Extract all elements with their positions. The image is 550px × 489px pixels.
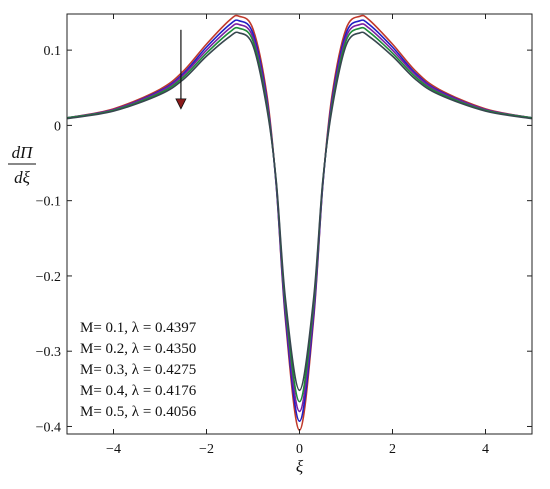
y-tick-label: −0.3 (36, 345, 61, 360)
legend-entry-4: M= 0.4, λ = 0.4176 (80, 383, 197, 399)
annotation-layer (175, 29, 187, 110)
x-axis-label: ξ (296, 457, 304, 476)
y-tick-label: 0 (54, 119, 61, 134)
x-tick-label: 4 (482, 442, 489, 457)
series-line-2 (66, 19, 533, 422)
series-line-3 (66, 23, 533, 413)
y-axis-label: dΠ dξ (8, 143, 36, 187)
legend-entry-3: M= 0.3, λ = 0.4275 (80, 362, 196, 378)
legend: M= 0.1, λ = 0.4397 M= 0.2, λ = 0.4350 M= 0… (80, 320, 197, 420)
x-tick-label: −4 (106, 442, 121, 457)
x-tick-label: −2 (199, 442, 214, 457)
series-line-5 (66, 31, 533, 392)
ticks-layer: −4 −2 0 2 4 0.1 0 −0.1 −0.2 −0.3 −0.4 (36, 14, 532, 457)
x-tick-label: 0 (296, 442, 303, 457)
y-tick-label: −0.4 (36, 420, 61, 435)
legend-entry-2: M= 0.2, λ = 0.4350 (80, 341, 196, 357)
y-tick-label: −0.2 (36, 270, 61, 285)
y-tick-label: −0.1 (36, 195, 61, 210)
x-tick-label: 2 (389, 442, 396, 457)
y-tick-label: 0.1 (44, 44, 62, 59)
legend-entry-5: M= 0.5, λ = 0.4056 (80, 404, 197, 420)
legend-entry-1: M= 0.1, λ = 0.4397 (80, 320, 197, 336)
y-axis-label-denominator: dξ (14, 168, 31, 187)
annotation-arrow-head (175, 98, 187, 110)
series-line-4 (66, 26, 533, 403)
y-axis-label-numerator: dΠ (12, 143, 35, 162)
